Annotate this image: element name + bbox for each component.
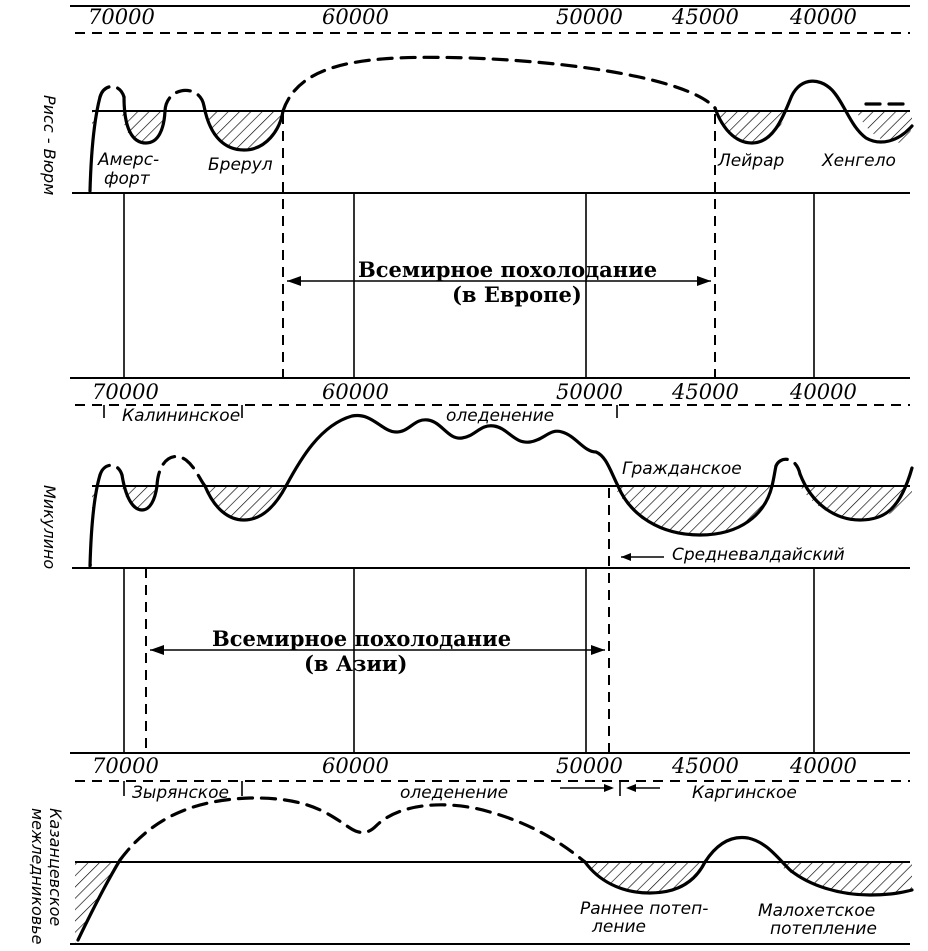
side-label-kazantsevo-2: межледниковье — [28, 808, 47, 945]
hatch-brerup — [205, 111, 283, 150]
tick-60000: 60000 — [322, 754, 389, 778]
cooling-europe-arrow — [287, 276, 711, 286]
hatch-hengelo — [856, 111, 912, 143]
curve-kazantsevo-dash-arch — [118, 796, 587, 864]
tick-45000: 45000 — [671, 754, 739, 778]
label-leirar: Лейрар — [717, 151, 784, 171]
tick-40000: 40000 — [789, 754, 857, 778]
tick-45000: 45000 — [671, 5, 739, 29]
tick-70000: 70000 — [92, 754, 159, 778]
curve-europe-solid-left — [88, 95, 102, 193]
label-amersfoort-1: Амерс- — [97, 150, 159, 170]
label-grazhdanskoe: Гражданское — [622, 459, 742, 479]
label-kalinin-oledenenie: оледенение — [446, 406, 554, 426]
curve-europe-dash-1 — [98, 84, 126, 99]
cooling-europe-title: Всемирное похолодание — [358, 257, 657, 282]
cooling-asia-arrow — [150, 645, 605, 655]
label-brerup: Брерул — [208, 155, 273, 175]
tick-40000: 40000 — [789, 5, 857, 29]
tick-40000: 40000 — [789, 380, 857, 404]
label-kalininskoe: Калининское — [122, 406, 240, 426]
glaciation-zyryan-bracket — [123, 781, 660, 796]
tick-70000: 70000 — [88, 5, 155, 29]
label-srednevaldaisky: Средневалдайский — [672, 545, 845, 565]
side-label-mikulino: Микулино — [40, 485, 59, 569]
tick-70000: 70000 — [92, 380, 159, 404]
curve-asia-main — [203, 413, 778, 537]
label-amersfoort-2: форт — [104, 169, 151, 189]
cooling-europe-sub: (в Европе) — [452, 282, 582, 307]
srednevaldaisky-pointer — [621, 553, 664, 561]
label-hengelo: Хенгело — [821, 151, 896, 171]
label-early-warming-1: Раннее потеп- — [580, 899, 708, 919]
side-label-riss-wurm: Рисс - Вюрм — [40, 95, 59, 195]
cooling-asia-title: Всемирное похолодание — [212, 626, 511, 651]
label-karginskoe: Каргинское — [692, 783, 797, 803]
label-zyryan-oledenenie: оледенение — [400, 783, 508, 803]
curve-europe-solid-right — [713, 79, 914, 145]
side-label-kazantsevo-1: Казанцевское — [46, 808, 65, 926]
cooling-asia-sub: (в Азии) — [304, 651, 407, 676]
tick-50000: 50000 — [556, 5, 623, 29]
curve-europe-dash-arch — [281, 55, 717, 113]
label-early-warming-2: ление — [591, 917, 646, 937]
time-scale-top: 70000 60000 50000 45000 40000 — [70, 5, 910, 34]
tick-45000: 45000 — [671, 380, 739, 404]
glaciation-kalinin-bracket — [103, 405, 618, 418]
panel-europe: 70000 60000 50000 45000 40000 Рисс - Вюр… — [40, 5, 914, 378]
panel-kazantsevo: 70000 60000 50000 45000 40000 Зырянское … — [28, 752, 914, 945]
tick-60000: 60000 — [322, 380, 389, 404]
label-zyryanskoe: Зырянское — [132, 783, 229, 803]
tick-60000: 60000 — [322, 5, 389, 29]
label-malokhet-1: Малохетское — [758, 901, 875, 921]
tick-50000: 50000 — [556, 380, 623, 404]
label-malokhet-2: потепление — [770, 919, 877, 939]
panel-asia: 70000 60000 50000 45000 40000 Калининско… — [40, 377, 914, 753]
tick-50000: 50000 — [556, 754, 623, 778]
